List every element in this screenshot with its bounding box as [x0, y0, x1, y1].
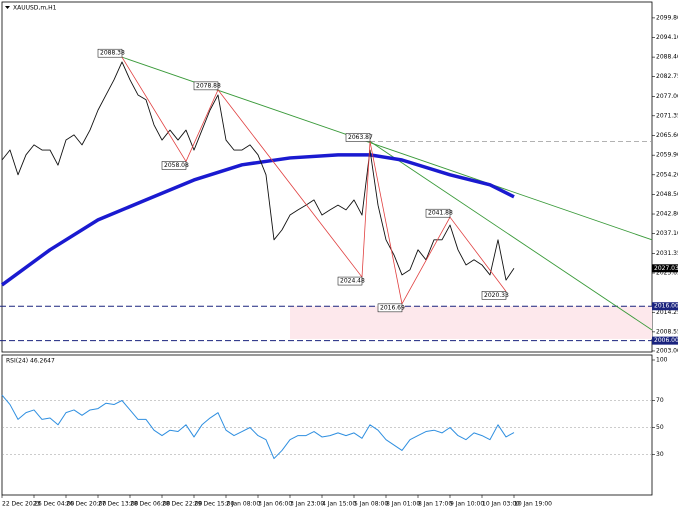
y-tick-label: 2094.10	[656, 34, 678, 41]
y-tick-label: 2071.35	[656, 112, 678, 119]
pivot-box	[97, 48, 123, 58]
pivot-label: 2078.88	[196, 82, 221, 89]
pivot-box	[345, 133, 371, 142]
pivot-box	[425, 208, 451, 218]
pivot-label: 2088.38	[100, 50, 125, 57]
pivot-box	[377, 303, 403, 313]
x-tick-label: 8 Jan 01:00	[386, 501, 420, 508]
pivot-box	[161, 161, 187, 170]
y-tick-label: 2065.60	[656, 132, 678, 139]
y-tick-label: 2054.20	[656, 171, 678, 178]
y-tick-label: 2008.55	[656, 328, 678, 335]
pivot-label: 2063.87	[348, 134, 373, 141]
y-tick-label: 2003.00	[656, 347, 678, 354]
y-tick-label: 2077.00	[656, 93, 678, 100]
last-price-label: 2027.03	[654, 265, 678, 272]
x-tick-label: 26 Dec 04:00	[34, 501, 75, 508]
pivot-box	[337, 276, 363, 286]
y-tick-label: 2088.40	[656, 54, 678, 61]
y-tick-label: 2048.50	[656, 191, 678, 198]
y-tick-label: 2082.75	[656, 73, 678, 80]
y-tick-label: 2042.80	[656, 211, 678, 218]
pivot-label: 2041.88	[428, 210, 453, 217]
rsi-name: RSI(24)	[6, 358, 28, 365]
price-label-box	[652, 336, 678, 345]
x-tick-label: 29 Dec 15:00	[194, 501, 235, 508]
x-tick-label: 28 Dec 22:00	[162, 501, 203, 508]
zone	[290, 306, 652, 339]
x-tick-label: 9 Jan 10:00	[450, 501, 484, 508]
rsi-tick-label: 70	[656, 397, 664, 404]
pivot-label: 2024.48	[340, 278, 365, 285]
pivot-box	[193, 81, 219, 91]
x-tick-label: 27 Dec 13:00	[98, 501, 139, 508]
y-tick-label: 2025.65	[656, 270, 678, 277]
x-tick-label: 3 Jan 23:00	[290, 501, 324, 508]
trendline	[369, 141, 653, 331]
rsi-panel	[1, 354, 653, 496]
x-tick-label: 10 Jan 19:00	[514, 501, 552, 508]
y-tick-label: 2031.35	[656, 250, 678, 257]
zigzag	[121, 56, 507, 305]
rsi-tick-label: 50	[656, 424, 664, 431]
price-label-box	[652, 302, 678, 311]
chart-title: XAUUSD,m,H1	[13, 5, 57, 12]
x-tick-label: 26 Dec 20:00	[66, 501, 107, 508]
rsi-tick-label: 30	[656, 451, 664, 458]
menu-arrow[interactable]	[5, 6, 10, 9]
x-tick-label: 10 Jan 03:00	[482, 501, 520, 508]
last-price-box	[652, 264, 678, 273]
y-tick-label: 2037.10	[656, 230, 678, 237]
x-tick-label: 8 Jan 17:00	[418, 501, 452, 508]
pivot-label: 2058.08	[164, 162, 189, 169]
y-tick-label: 2099.80	[656, 14, 678, 21]
rsi-value: 46.2647	[30, 358, 55, 365]
price-label: 2006.00	[654, 337, 678, 344]
main-panel	[1, 1, 653, 353]
pivot-box	[481, 291, 507, 300]
x-tick-label: 28 Dec 06:00	[130, 501, 171, 508]
y-tick-label: 2014.25	[656, 309, 678, 316]
price-label: 2016.00	[654, 303, 678, 310]
y-tick-label: 2059.90	[656, 152, 678, 159]
price-line	[1, 61, 515, 281]
x-tick-label: 5 Jan 08:00	[354, 501, 388, 508]
moving-average	[0, 153, 515, 287]
pivot-label: 2016.69	[380, 304, 405, 311]
pivot-label: 2020.33	[484, 292, 509, 299]
x-tick-label: 3 Jan 06:00	[258, 501, 292, 508]
x-tick-label: 2 Jan 08:00	[226, 501, 260, 508]
rsi-tick-label: 100	[656, 357, 668, 364]
x-tick-label: 22 Dec 2023	[2, 501, 41, 508]
x-tick-label: 4 Jan 15:00	[322, 501, 356, 508]
rsi-line	[1, 394, 515, 460]
